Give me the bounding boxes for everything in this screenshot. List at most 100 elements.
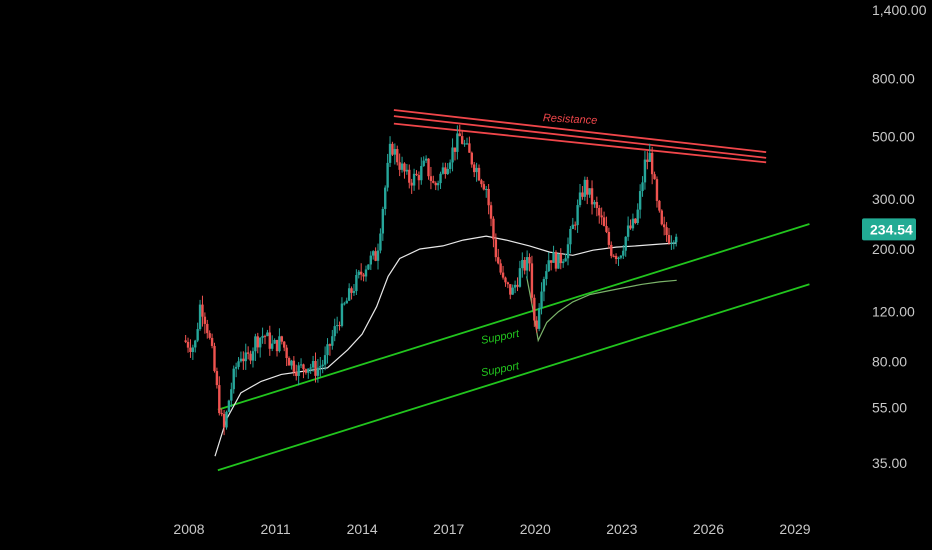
candle-body	[415, 173, 418, 176]
y-tick-label: 35.00	[872, 455, 907, 471]
candle-body	[436, 183, 440, 186]
candle-body	[444, 167, 447, 175]
candle-body	[458, 133, 461, 137]
candle-body	[239, 358, 243, 362]
candle-body	[343, 303, 346, 305]
candle-body	[326, 344, 329, 356]
candle-body	[227, 400, 231, 412]
candle-body	[319, 366, 322, 368]
candle-body	[362, 274, 365, 277]
candle-body	[626, 225, 630, 237]
candle-body	[311, 361, 315, 368]
candle-body	[417, 175, 421, 181]
candle-body	[537, 308, 541, 329]
candle-body	[489, 205, 493, 219]
candle-body	[405, 169, 409, 172]
candle-body	[258, 337, 262, 348]
trendline-layer	[217, 109, 810, 472]
candle-body	[280, 336, 284, 342]
candle-body	[509, 284, 512, 295]
candle-body	[374, 251, 377, 261]
candle-body	[662, 224, 666, 228]
last-price-tag-background	[862, 218, 916, 241]
candle-body	[559, 253, 562, 264]
candle-body	[278, 336, 281, 352]
candle-body	[338, 325, 341, 327]
candle-body	[287, 358, 291, 366]
candle-body	[256, 336, 259, 348]
candle-body	[446, 168, 449, 175]
candle-body	[660, 210, 663, 225]
candle-body	[302, 364, 305, 370]
candle-body	[485, 188, 488, 190]
support-line-3	[217, 223, 810, 411]
candle-body	[432, 180, 435, 183]
candle-body	[494, 239, 498, 258]
candle-body	[670, 243, 673, 245]
x-tick-label: 2011	[261, 521, 291, 537]
candle-body	[487, 188, 490, 206]
candle-body	[521, 259, 524, 269]
candle-body	[665, 227, 668, 236]
candle-body	[634, 218, 637, 223]
candle-body	[475, 167, 478, 173]
candle-body	[273, 339, 276, 344]
candle-body	[268, 332, 271, 349]
candle-body	[429, 176, 433, 181]
candle-body	[376, 250, 380, 261]
candle-body	[340, 303, 344, 326]
candle-body	[612, 255, 615, 257]
candle-body	[242, 358, 245, 362]
x-tick-label: 2023	[606, 521, 637, 537]
candle-body	[593, 201, 596, 205]
candle-body	[292, 360, 296, 372]
candle-body	[304, 369, 308, 373]
candle-body	[355, 275, 358, 292]
candle-body	[381, 208, 385, 234]
x-tick-label: 2014	[347, 521, 378, 537]
y-tick-label: 55.00	[872, 399, 907, 415]
candle-body	[249, 353, 252, 361]
candle-body	[275, 339, 279, 352]
candle-body	[230, 389, 233, 401]
candle-body	[638, 191, 642, 210]
candle-body	[643, 159, 647, 183]
candle-body	[518, 268, 522, 287]
candle-body	[424, 158, 428, 161]
candle-body	[448, 162, 452, 169]
candle-body	[451, 147, 454, 163]
candle-body	[653, 174, 656, 180]
candle-body	[186, 341, 190, 348]
candle-body	[622, 250, 625, 256]
x-tick-label: 2017	[433, 521, 464, 537]
y-tick-label: 1,400.00	[872, 2, 927, 18]
candle-body	[473, 164, 476, 173]
candle-body	[210, 337, 214, 346]
candle-body	[576, 205, 579, 226]
candle-body	[189, 347, 192, 352]
candle-body	[201, 304, 204, 317]
candle-body	[359, 271, 363, 275]
candle-body	[650, 152, 654, 175]
candle-body	[463, 143, 466, 145]
y-tick-label: 80.00	[872, 353, 907, 369]
candle-body	[384, 187, 387, 209]
candle-body	[441, 167, 445, 174]
candle-body	[208, 333, 211, 338]
candle-body	[218, 385, 221, 414]
candle-body	[586, 179, 589, 195]
candle-body	[460, 136, 464, 144]
candle-body	[290, 360, 293, 366]
candle-body	[285, 347, 288, 359]
candle-body	[561, 261, 565, 264]
resistance-line-2	[393, 109, 767, 154]
candle-body	[675, 236, 678, 243]
candle-body	[309, 367, 312, 369]
candle-body	[234, 366, 238, 369]
candle-body	[533, 297, 536, 321]
candle-body	[583, 179, 587, 197]
candle-body	[516, 284, 519, 287]
candle-body	[619, 255, 623, 258]
candle-body	[564, 258, 567, 262]
candle-body	[213, 345, 216, 372]
